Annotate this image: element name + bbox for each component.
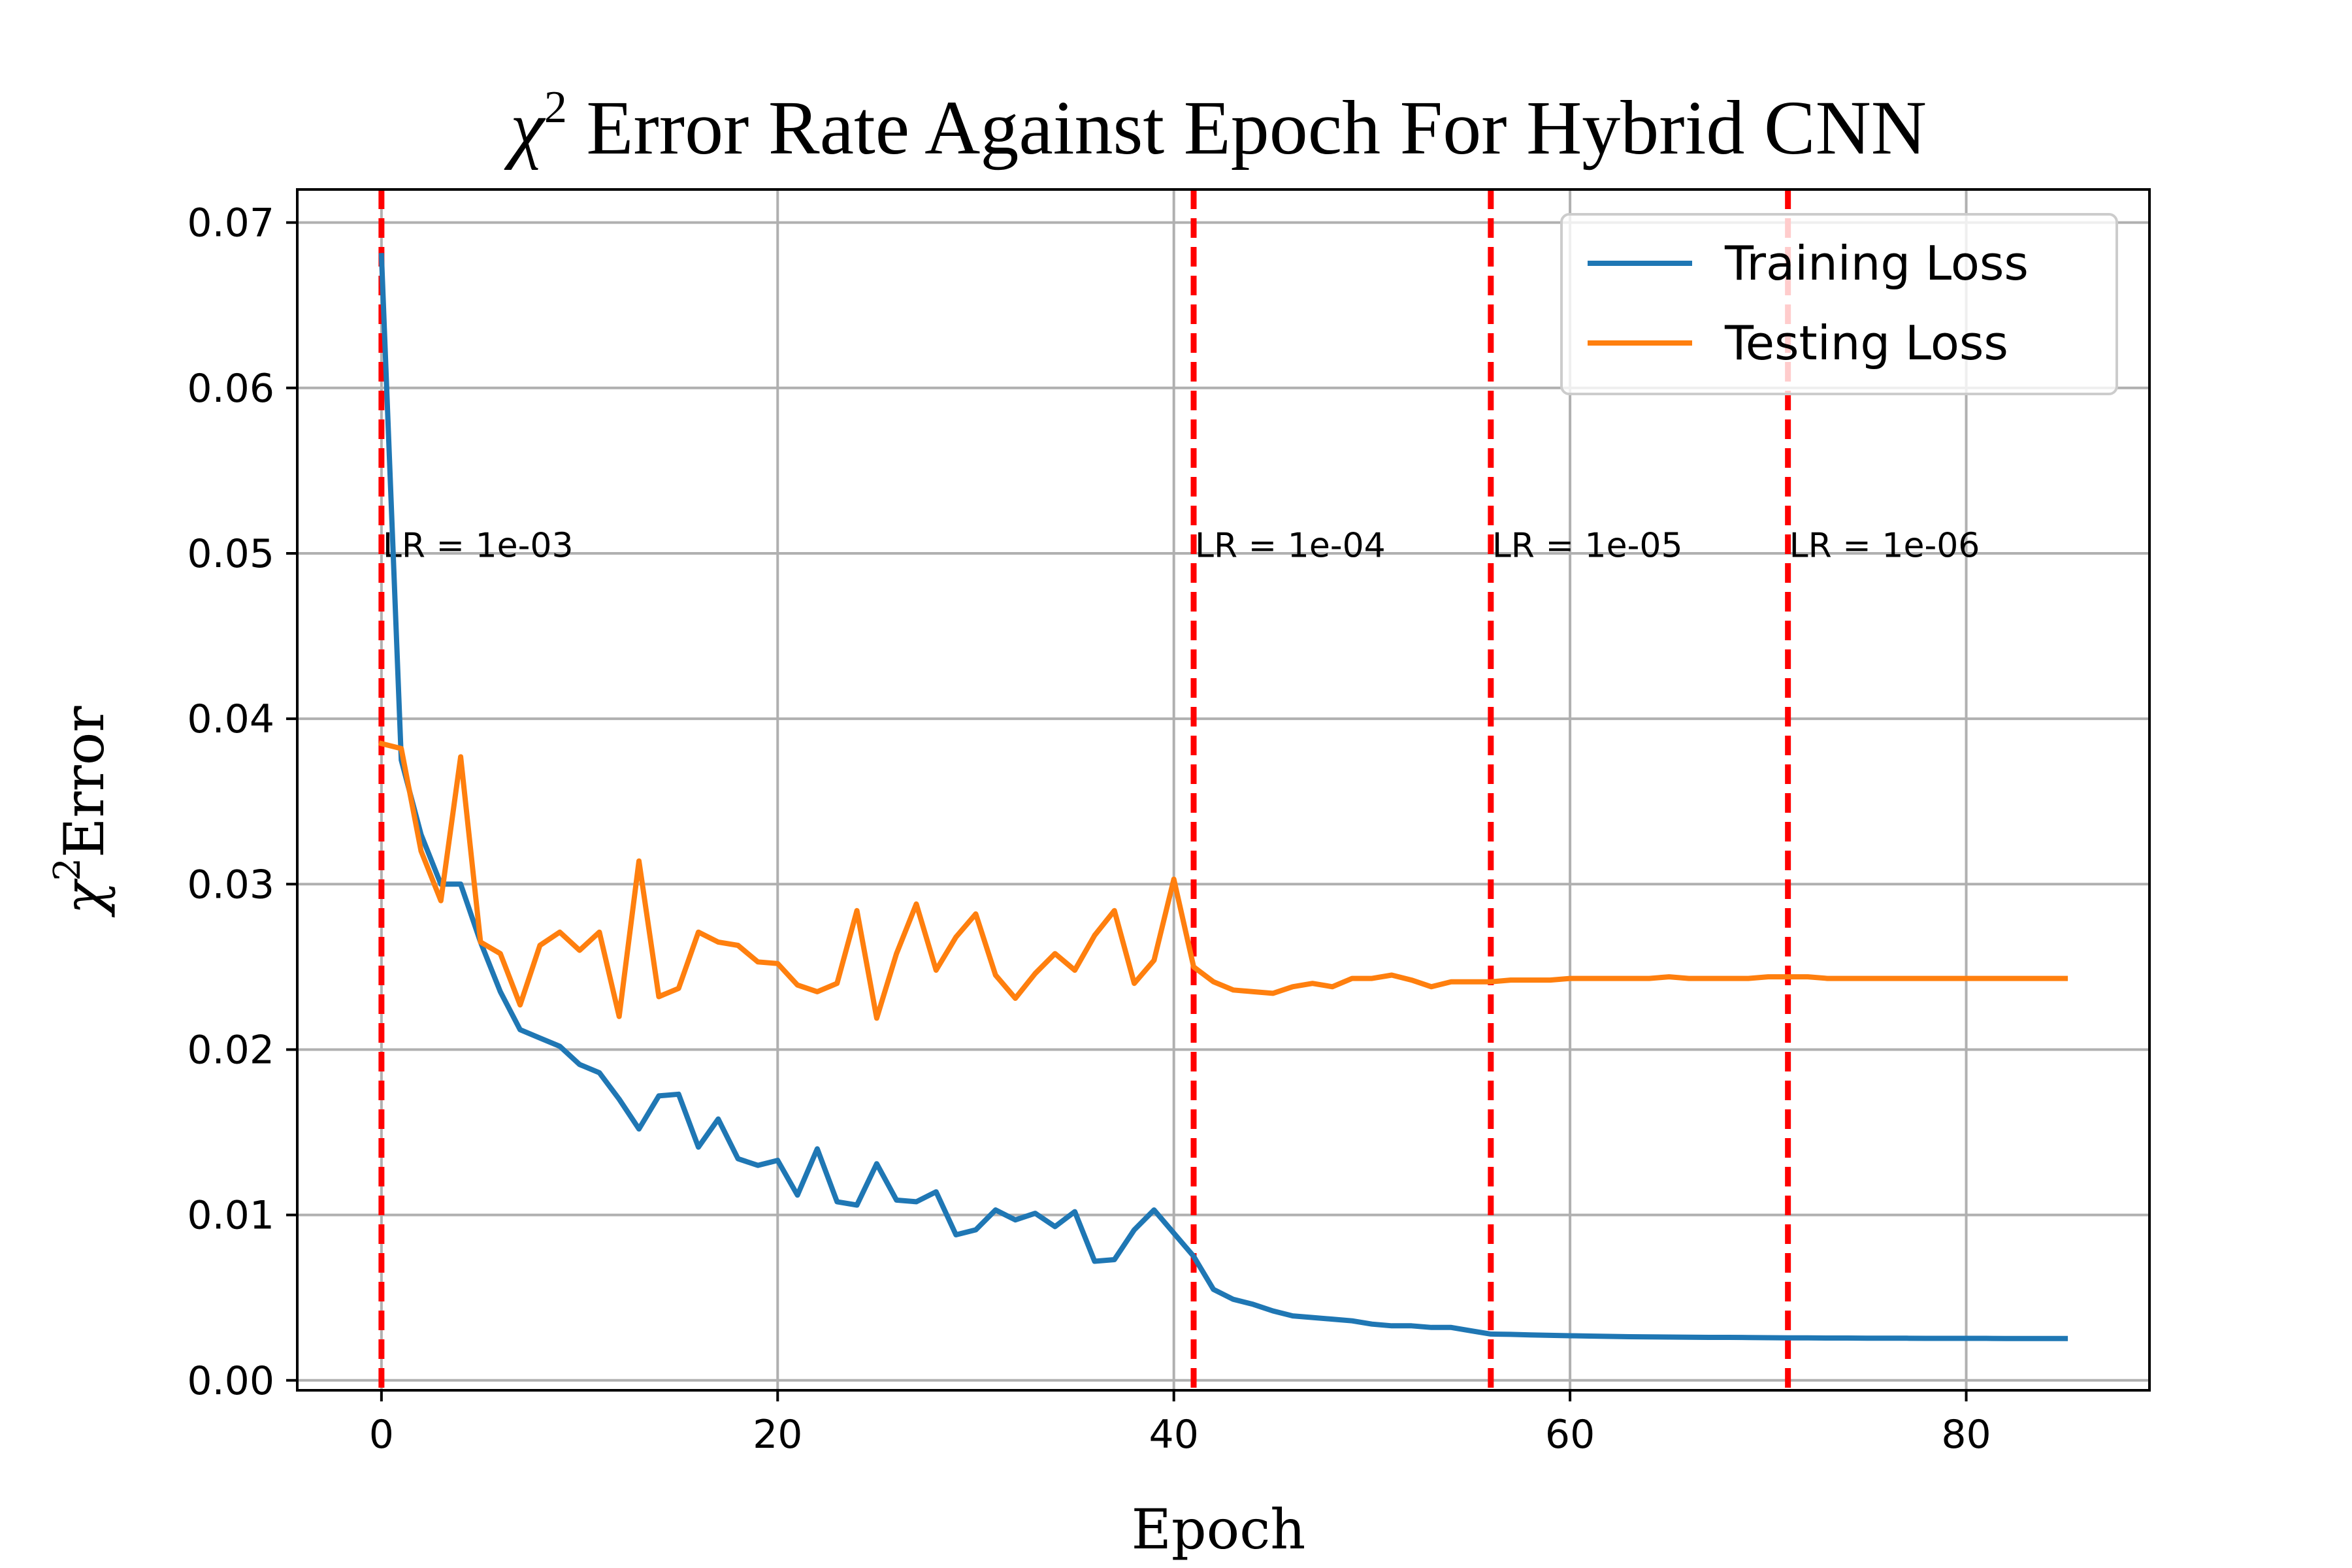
plot-area-border	[296, 188, 2151, 1392]
legend-label-testing: Testing Loss	[1724, 316, 2008, 370]
lr-label: LR = 1e-04	[1195, 526, 1386, 565]
chart-title-superscript: 2	[544, 82, 567, 133]
x-tick-label: 40	[1149, 1412, 1199, 1458]
x-tick-label: 80	[1941, 1412, 1991, 1458]
legend-label-training: Training Loss	[1724, 236, 2029, 291]
chart-title: χ2 Error Rate Against Epoch For Hybrid C…	[504, 82, 1927, 171]
series-line-testing-loss	[378, 740, 2068, 1021]
legend-box	[1560, 213, 2118, 395]
chart-title-text: Error Rate Against Epoch For Hybrid CNN	[567, 85, 1927, 171]
y-tick-label: 0.07	[187, 201, 274, 246]
x-tick-label: 20	[753, 1412, 802, 1458]
y-axis-title-text: Error	[52, 706, 116, 858]
lr-label: LR = 1e-05	[1492, 526, 1683, 565]
y-tick-label: 0.05	[187, 531, 274, 577]
y-tick-label: 0.03	[187, 862, 274, 907]
lr-label: LR = 1e-03	[383, 526, 574, 565]
lr-change-lines: LR = 1e-03 LR = 1e-04 LR = 1e-05 LR = 1e-06	[378, 189, 1980, 1390]
x-axis-ticks: 0 20 40 60 80	[369, 1390, 1991, 1458]
y-tick-label: 0.00	[187, 1358, 274, 1404]
legend: Training Loss Testing Loss	[1560, 213, 2118, 395]
y-tick-label: 0.06	[187, 366, 274, 412]
chart-title-symbol: χ	[504, 85, 546, 171]
y-axis-title-symbol: χ	[52, 877, 116, 917]
y-tick-label: 0.02	[187, 1027, 274, 1073]
series-line-training-loss	[378, 253, 2068, 1341]
y-tick-label: 0.01	[187, 1193, 274, 1239]
y-axis-title-superscript: 2	[46, 858, 89, 881]
y-axis-ticks: 0.00 0.01 0.02 0.03 0.04 0.05 0.06 0.07	[187, 201, 297, 1404]
y-axis-title: χ2Error	[46, 706, 116, 918]
axes-frame	[296, 188, 2151, 1392]
y-tick-label: 0.04	[187, 696, 274, 742]
lr-label: LR = 1e-06	[1789, 526, 1980, 565]
series-lines	[378, 253, 2068, 1341]
x-tick-label: 60	[1545, 1412, 1595, 1458]
x-tick-label: 0	[369, 1412, 394, 1458]
x-axis-title: Epoch	[1132, 1497, 1306, 1561]
